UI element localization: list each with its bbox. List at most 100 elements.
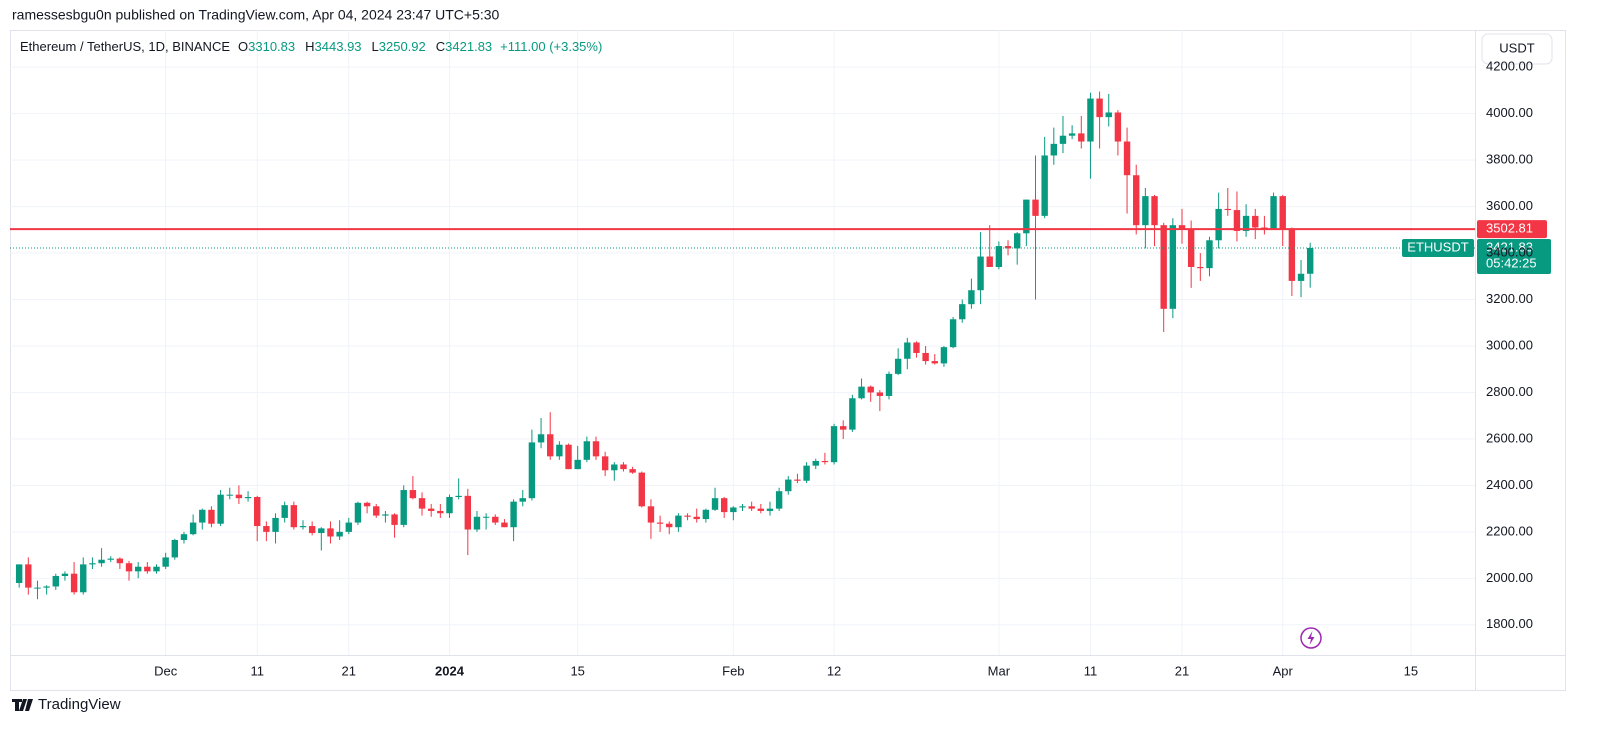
candle-body bbox=[693, 516, 700, 520]
candle-body bbox=[336, 531, 343, 537]
candle-body bbox=[1050, 143, 1058, 156]
candle-body bbox=[70, 573, 78, 593]
candle-body bbox=[1233, 210, 1241, 231]
alert-icon[interactable] bbox=[1300, 627, 1322, 649]
candle-body bbox=[1297, 273, 1305, 281]
last-price-tag bbox=[1477, 238, 1551, 274]
legend-field-label: O bbox=[238, 39, 248, 54]
candle-body bbox=[840, 426, 847, 430]
hline-price-tag bbox=[1477, 220, 1547, 239]
y-tick-label: 3800.00 bbox=[1486, 152, 1533, 167]
candle-body bbox=[757, 508, 765, 511]
candle-body bbox=[318, 528, 325, 534]
y-tick-label: 4000.00 bbox=[1486, 105, 1533, 120]
candle-body bbox=[1288, 228, 1296, 281]
candle-body bbox=[1178, 225, 1186, 230]
candle-body bbox=[144, 566, 151, 572]
candle-body bbox=[1105, 112, 1112, 118]
brand-logo bbox=[12, 699, 33, 711]
candle-body bbox=[647, 506, 655, 523]
candle-body bbox=[25, 564, 32, 588]
y-tick-label: 3000.00 bbox=[1486, 337, 1533, 352]
candle-body bbox=[583, 441, 591, 460]
candle-body bbox=[1206, 240, 1213, 269]
x-tick-label: Feb bbox=[722, 663, 744, 678]
candle-body bbox=[1306, 247, 1314, 274]
legend: Ethereum / TetherUS, 1D, BINANCE O3310.83… bbox=[20, 39, 602, 54]
candle-body bbox=[345, 522, 352, 532]
candle-body bbox=[373, 506, 380, 516]
candle-body bbox=[574, 459, 581, 470]
candle-body bbox=[794, 479, 801, 481]
x-tick-label: 21 bbox=[342, 663, 356, 678]
x-tick-label: Apr bbox=[1273, 663, 1294, 678]
candle-body bbox=[363, 502, 371, 507]
candle-body bbox=[748, 506, 755, 509]
candle-body bbox=[1078, 133, 1085, 142]
candle-body bbox=[501, 522, 508, 528]
x-tick-label: 15 bbox=[1404, 663, 1418, 678]
candle-body bbox=[180, 534, 188, 540]
currency-button[interactable] bbox=[1481, 33, 1553, 65]
currency-label[interactable]: USDT bbox=[1499, 40, 1534, 55]
candle-body bbox=[455, 495, 462, 498]
candle-body bbox=[519, 498, 526, 502]
candle-body bbox=[189, 522, 197, 535]
candle-body bbox=[986, 256, 993, 267]
candle-body bbox=[409, 490, 417, 499]
candle-body bbox=[547, 434, 554, 457]
candle-body bbox=[98, 559, 105, 564]
candle-body bbox=[858, 386, 865, 399]
candle-body bbox=[1087, 98, 1094, 142]
candle-body bbox=[1252, 215, 1259, 228]
candle-body bbox=[675, 515, 682, 528]
candle-body bbox=[803, 465, 810, 481]
candle-body bbox=[1059, 135, 1067, 144]
candle-body bbox=[1004, 246, 1012, 249]
last-price-label: 3421.83 bbox=[1486, 239, 1533, 254]
candle-body bbox=[464, 495, 472, 530]
candle-body bbox=[382, 514, 389, 516]
candle-body bbox=[995, 246, 1003, 267]
legend-field-label: L bbox=[372, 39, 379, 54]
candle-body bbox=[528, 442, 536, 499]
candle-body bbox=[1270, 196, 1277, 229]
candle-body bbox=[1123, 141, 1131, 176]
candle-body bbox=[327, 528, 334, 537]
candle-body bbox=[107, 558, 114, 560]
x-tick-label: 2024 bbox=[435, 663, 465, 678]
candle-body bbox=[199, 509, 206, 523]
candle-body bbox=[1224, 208, 1231, 211]
candle-body bbox=[427, 508, 435, 511]
candle-body bbox=[235, 494, 243, 499]
candle-body bbox=[702, 509, 710, 520]
candle-body bbox=[1013, 233, 1021, 249]
candle-body bbox=[812, 460, 819, 466]
candle-body bbox=[766, 508, 774, 511]
candle-body bbox=[894, 358, 902, 374]
candle-body bbox=[153, 566, 160, 572]
candle-body bbox=[1279, 196, 1286, 229]
candle-body bbox=[125, 563, 133, 572]
candle-body bbox=[1261, 227, 1268, 229]
y-tick-label: 3200.00 bbox=[1486, 291, 1533, 306]
candle-body bbox=[15, 564, 23, 583]
legend-field-label: C bbox=[436, 39, 445, 54]
y-tick-label: 1800.00 bbox=[1486, 616, 1533, 631]
candle-body bbox=[537, 434, 545, 443]
candle-body bbox=[52, 576, 59, 587]
candles bbox=[15, 91, 1314, 600]
brand-name: TradingView bbox=[38, 696, 121, 713]
candle-body bbox=[1160, 225, 1167, 309]
candle-body bbox=[565, 444, 572, 470]
legend-field-value: 3310.83 bbox=[248, 39, 295, 54]
x-tick-label: 21 bbox=[1175, 663, 1189, 678]
brand: TradingView bbox=[12, 696, 121, 713]
candle-body bbox=[134, 566, 142, 572]
candle-body bbox=[913, 342, 920, 353]
candle-body bbox=[1114, 112, 1122, 142]
candle-body bbox=[959, 304, 966, 320]
legend-field-value: 3443.93 bbox=[315, 39, 362, 54]
